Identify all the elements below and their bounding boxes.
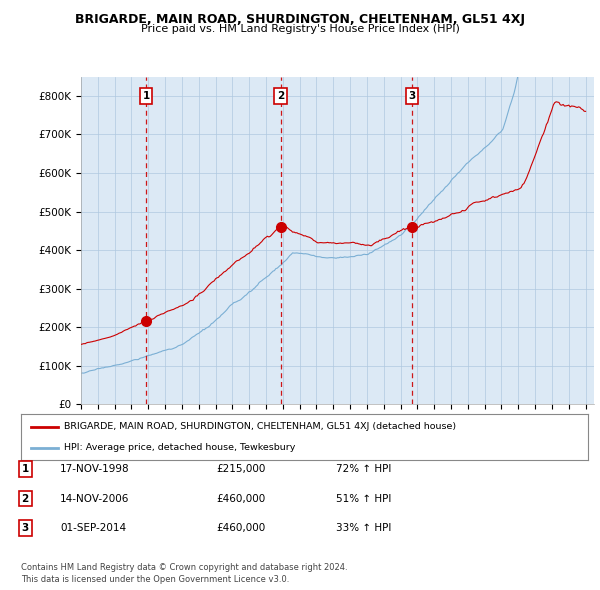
Text: BRIGARDE, MAIN ROAD, SHURDINGTON, CHELTENHAM, GL51 4XJ: BRIGARDE, MAIN ROAD, SHURDINGTON, CHELTE… [75, 13, 525, 26]
Text: 2: 2 [277, 91, 284, 101]
Text: 14-NOV-2006: 14-NOV-2006 [60, 494, 130, 503]
Text: Contains HM Land Registry data © Crown copyright and database right 2024.: Contains HM Land Registry data © Crown c… [21, 563, 347, 572]
Text: This data is licensed under the Open Government Licence v3.0.: This data is licensed under the Open Gov… [21, 575, 289, 584]
Text: £460,000: £460,000 [216, 523, 265, 533]
Text: 51% ↑ HPI: 51% ↑ HPI [336, 494, 391, 503]
Text: 72% ↑ HPI: 72% ↑ HPI [336, 464, 391, 474]
Text: BRIGARDE, MAIN ROAD, SHURDINGTON, CHELTENHAM, GL51 4XJ (detached house): BRIGARDE, MAIN ROAD, SHURDINGTON, CHELTE… [64, 422, 455, 431]
Text: 3: 3 [408, 91, 415, 101]
Text: 2: 2 [22, 494, 29, 503]
Text: 1: 1 [22, 464, 29, 474]
Text: HPI: Average price, detached house, Tewkesbury: HPI: Average price, detached house, Tewk… [64, 443, 295, 453]
Text: 17-NOV-1998: 17-NOV-1998 [60, 464, 130, 474]
Text: £215,000: £215,000 [216, 464, 265, 474]
Text: £460,000: £460,000 [216, 494, 265, 503]
Text: Price paid vs. HM Land Registry's House Price Index (HPI): Price paid vs. HM Land Registry's House … [140, 24, 460, 34]
Text: 33% ↑ HPI: 33% ↑ HPI [336, 523, 391, 533]
Text: 3: 3 [22, 523, 29, 533]
Text: 1: 1 [143, 91, 150, 101]
Text: 01-SEP-2014: 01-SEP-2014 [60, 523, 126, 533]
